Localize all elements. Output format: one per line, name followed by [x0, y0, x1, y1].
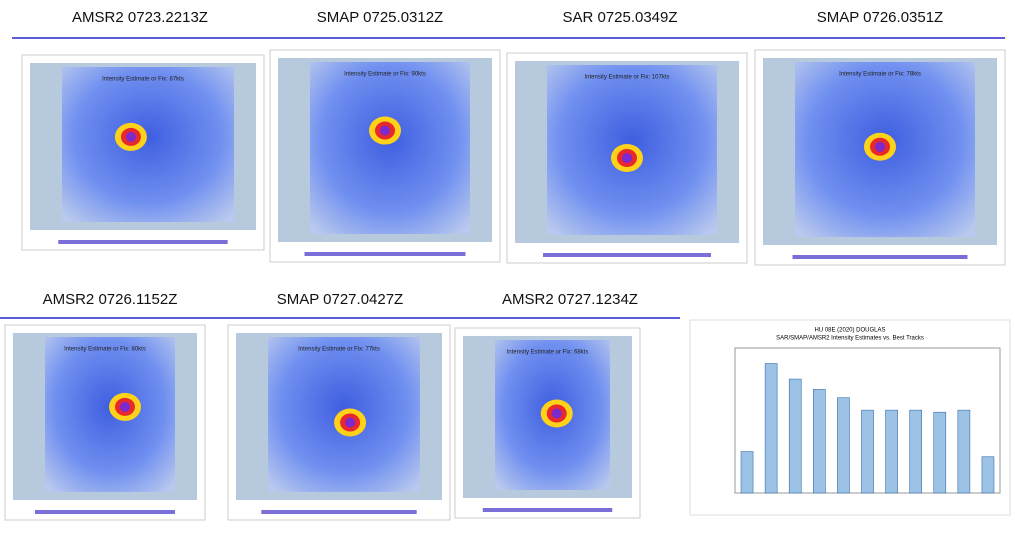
panel-title: AMSR2 0726.1152Z	[43, 291, 178, 308]
bar	[813, 389, 825, 493]
storm-core	[126, 132, 136, 142]
bar	[741, 452, 753, 493]
storm-core	[345, 418, 355, 428]
map-caption: Intensity Estimate or Fix: 78kts	[839, 72, 921, 78]
map-caption: Intensity Estimate or Fix: 68kts	[507, 350, 589, 356]
storm-core	[380, 126, 390, 136]
bar	[861, 410, 873, 493]
bar	[765, 364, 777, 493]
storm-core	[875, 142, 885, 152]
panel-title: SAR 0725.0349Z	[562, 9, 677, 26]
panel-title: SMAP 0725.0312Z	[317, 9, 443, 26]
bar	[958, 410, 970, 493]
wind-swath	[310, 62, 470, 234]
colorbar	[793, 255, 968, 259]
chart-subtitle: SAR/SMAP/AMSR2 Intensity Estimates vs. B…	[776, 336, 924, 342]
bar	[886, 410, 898, 493]
storm-core	[120, 402, 130, 412]
bar	[910, 410, 922, 493]
colorbar	[543, 253, 711, 257]
colorbar	[35, 510, 175, 514]
slide: AMSR2 0723.2213Z SMAP 0725.0312Z SAR 0725.…	[0, 0, 1015, 536]
colorbar	[261, 510, 416, 514]
map-caption: Intensity Estimate or Fix: 107kts	[584, 75, 669, 81]
bar	[837, 398, 849, 493]
map-caption: Intensity Estimate or Fix: 80kts	[64, 347, 146, 353]
panel-title: AMSR2 0727.1234Z	[502, 291, 638, 308]
map-caption: Intensity Estimate or Fix: 90kts	[344, 72, 426, 78]
panel-title: SMAP 0726.0351Z	[817, 9, 943, 26]
panel-title: SMAP 0727.0427Z	[277, 291, 403, 308]
storm-core	[622, 153, 632, 163]
wind-swath	[62, 67, 234, 222]
bar	[982, 457, 994, 493]
colorbar	[483, 508, 613, 512]
map-caption: Intensity Estimate or Fix: 77kts	[298, 347, 380, 353]
wind-swath	[45, 337, 175, 492]
bar	[934, 412, 946, 493]
chart-title: HU 08E (2020) DOUGLAS	[814, 328, 885, 334]
storm-core	[552, 409, 562, 419]
map-caption: Intensity Estimate or Fix: 87kts	[102, 77, 184, 83]
colorbar	[58, 240, 227, 244]
panel-title: AMSR2 0723.2213Z	[72, 9, 208, 26]
bar	[789, 379, 801, 493]
colorbar	[305, 252, 466, 256]
